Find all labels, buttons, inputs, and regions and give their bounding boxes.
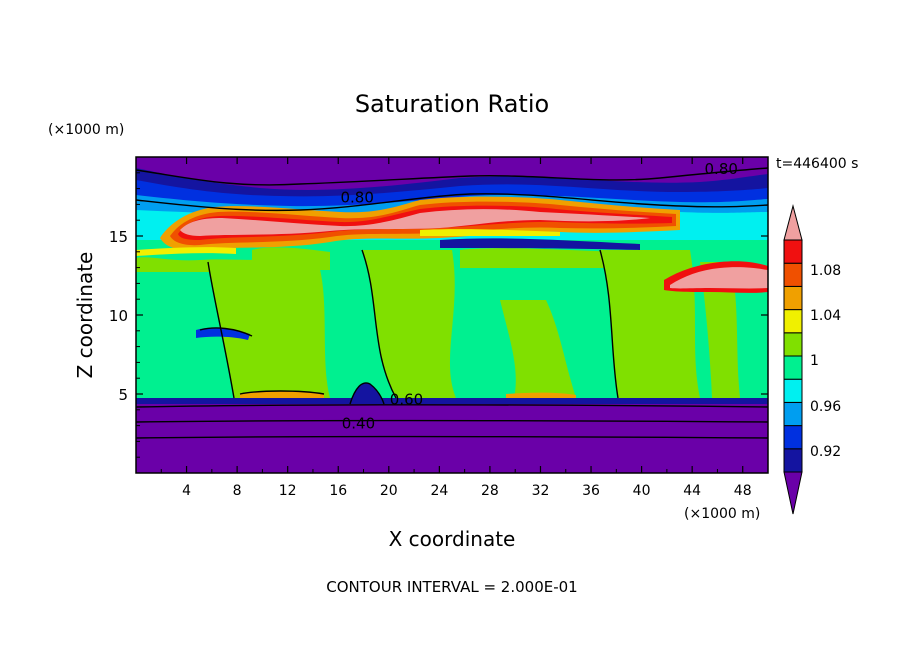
x-unit-label: (×1000 m) (684, 506, 760, 522)
y-axis-ticks: 5 10 15 (109, 172, 768, 458)
colorbar-segment (783, 378, 803, 403)
colorbar-segment (783, 332, 803, 357)
y-tick-label: 5 (118, 386, 128, 404)
time-label: t=446400 s (776, 156, 858, 172)
colorbar-segment (783, 309, 803, 334)
contour-label: 0.40 (342, 414, 375, 432)
contour-label: 0.80 (705, 160, 738, 178)
colorbar-max-arrow (783, 204, 803, 241)
colorbar-label: 1.04 (810, 308, 841, 324)
x-tick-label: 8 (233, 483, 242, 499)
colorbar-segment (783, 425, 803, 450)
plot-field (136, 157, 768, 473)
colorbar: 1.08 1.04 1 0.96 0.92 (783, 204, 841, 515)
y-unit-label: (×1000 m) (48, 122, 124, 138)
colorbar-segment (783, 239, 803, 264)
contour-interval-label: CONTOUR INTERVAL = 2.000E-01 (326, 578, 577, 596)
x-tick-label: 4 (182, 483, 191, 499)
x-tick-label: 40 (633, 483, 651, 499)
x-axis-ticks: 4 8 12 16 20 24 28 32 36 40 44 48 (160, 157, 752, 499)
colorbar-segment (783, 262, 803, 287)
colorbar-segment (783, 285, 803, 311)
x-tick-label: 12 (279, 483, 297, 499)
y-tick-label: 15 (109, 228, 128, 246)
colorbar-label: 1 (810, 353, 819, 369)
colorbar-segment (783, 355, 803, 380)
colorbar-label: 0.96 (810, 399, 841, 415)
colorbar-label: 0.92 (810, 444, 841, 460)
colorbar-min-arrow (783, 471, 803, 515)
x-axis-label: X coordinate (389, 527, 516, 551)
contour-label: 0.80 (340, 189, 373, 207)
contour-label: 0.60 (390, 391, 423, 409)
x-tick-label: 16 (329, 483, 347, 499)
y-axis-label: Z coordinate (73, 252, 97, 379)
chart-title: Saturation Ratio (355, 90, 549, 118)
y-tick-label: 10 (109, 307, 128, 325)
colorbar-segment (783, 401, 803, 427)
contour-labels: 0.80 0.80 0.60 0.40 (340, 160, 737, 432)
x-tick-label: 48 (734, 483, 752, 499)
x-tick-label: 24 (430, 483, 448, 499)
x-tick-label: 28 (481, 483, 499, 499)
x-tick-label: 32 (532, 483, 550, 499)
x-tick-label: 36 (582, 483, 600, 499)
colorbar-label: 1.08 (810, 263, 841, 279)
colorbar-segment (783, 448, 803, 473)
x-tick-label: 20 (380, 483, 398, 499)
x-tick-label: 44 (683, 483, 701, 499)
